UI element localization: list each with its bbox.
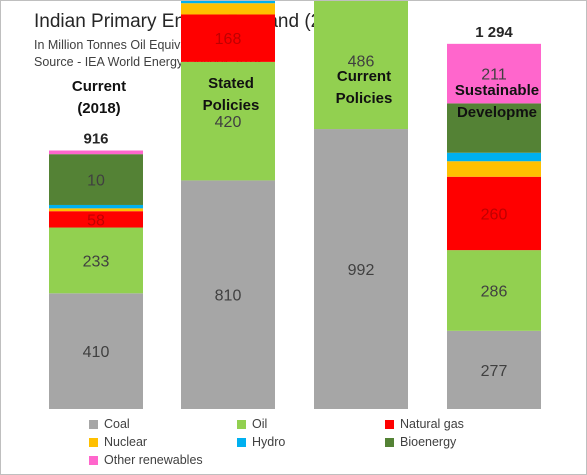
data-label-oil: 486 — [348, 53, 375, 70]
chart-subtitle-units: In Million Tonnes Oil Equivalent — [34, 38, 208, 52]
legend-label: Bioenergy — [400, 435, 457, 449]
legend-swatch — [237, 437, 246, 447]
legend-label: Hydro — [252, 435, 286, 449]
bar-segment-coal — [181, 180, 275, 409]
bar-segment-coal — [49, 293, 143, 409]
legend-label: Nuclear — [104, 435, 148, 449]
legend-label: Coal — [104, 417, 130, 431]
bar-segment-nuclear — [49, 208, 143, 212]
bar-segment-nuclear — [447, 161, 541, 177]
legend-swatch — [385, 419, 394, 429]
data-label-coal: 277 — [481, 363, 508, 380]
bar-segment-natural-gas — [447, 176, 541, 251]
legend-label: Oil — [252, 417, 268, 431]
bar-segment-other-renewables — [447, 43, 541, 104]
bar-total-label: 1 294 — [475, 24, 513, 41]
bar-segment-coal — [314, 129, 408, 409]
legend-swatch — [237, 419, 246, 429]
bar-segment-natural-gas — [181, 14, 275, 62]
data-label-coal: 810 — [215, 288, 242, 305]
bar-segment-oil — [181, 61, 275, 181]
bar-segment-oil — [447, 250, 541, 331]
data-label-coal: 410 — [83, 344, 110, 361]
legend-item-natural-gas: Natural gas — [385, 417, 464, 431]
data-label-coal: 992 — [348, 262, 375, 279]
category-label: Developme — [457, 104, 537, 121]
category-label: Stated — [208, 75, 254, 92]
category-label: Current — [337, 68, 391, 85]
category-label: Current — [72, 78, 126, 95]
bar-segment-natural-gas — [49, 211, 143, 228]
bar-segment-nuclear — [181, 3, 275, 15]
data-label-other-renewables: 211 — [481, 67, 507, 84]
data-label-oil: 286 — [481, 283, 508, 300]
bar-segment-bioenergy — [447, 103, 541, 153]
legend-swatch — [89, 419, 98, 429]
legend-swatch — [89, 437, 98, 447]
legend-item-bioenergy: Bioenergy — [385, 435, 456, 449]
bar-segment-hydro — [181, 1, 275, 4]
legend-label: Other renewables — [104, 453, 203, 467]
legend-swatch — [385, 437, 394, 447]
data-label-oil: 420 — [215, 114, 242, 131]
data-label-natural-gas: 58 — [87, 212, 105, 229]
legend-item-nuclear: Nuclear — [89, 435, 147, 449]
data-label-bioenergy: 10 — [87, 173, 105, 190]
bar-segment-other-renewables — [49, 150, 143, 155]
bar-segment-hydro — [447, 152, 541, 162]
data-label-natural-gas: 168 — [215, 31, 242, 48]
data-label-natural-gas: 260 — [481, 206, 508, 223]
legend-item-oil: Oil — [237, 417, 267, 431]
bar-segment-oil — [49, 227, 143, 294]
bar-total-label: 916 — [83, 131, 108, 148]
category-label: Policies — [203, 97, 260, 114]
data-label-oil: 233 — [83, 253, 110, 270]
legend-item-coal: Coal — [89, 417, 130, 431]
category-label: (2018) — [77, 100, 120, 117]
legend-label: Natural gas — [400, 417, 464, 431]
legend-item-other-renewables: Other renewables — [89, 453, 203, 467]
category-label: Policies — [336, 90, 393, 107]
legend-item-hydro: Hydro — [237, 435, 285, 449]
bar-segment-coal — [447, 330, 541, 409]
bar-segment-bioenergy — [49, 154, 143, 205]
bar-segment-hydro — [49, 204, 143, 209]
bar-segment-oil — [314, 1, 408, 130]
legend-swatch — [89, 455, 98, 465]
category-label: Sustainable — [455, 82, 539, 99]
